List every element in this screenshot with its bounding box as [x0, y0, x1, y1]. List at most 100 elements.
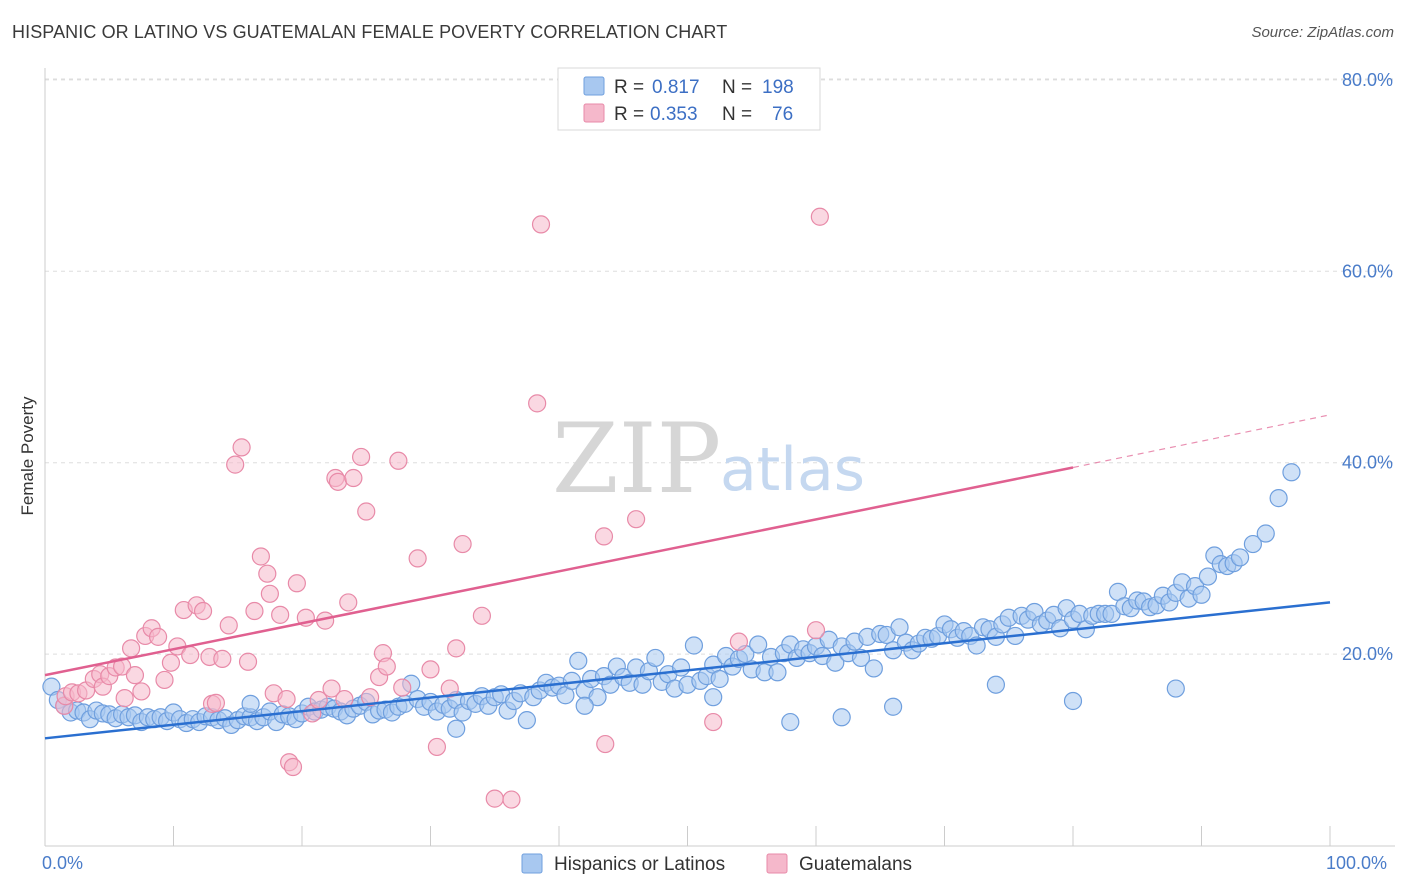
guatemalans-point: [596, 734, 615, 754]
series-legend-label-hispanics: Hispanics or Latinos: [554, 854, 725, 875]
hispanics-point: [575, 696, 594, 715]
guatemalans-point: [344, 468, 363, 488]
guatemalans-point: [626, 510, 646, 529]
guatemalans-point: [427, 737, 447, 757]
hispanics-point: [447, 719, 466, 738]
guatemalans-point: [472, 606, 491, 625]
guatemalans-point: [440, 679, 459, 698]
watermark-atlas: atlas: [720, 435, 865, 505]
hispanics-point: [704, 688, 723, 707]
series-legend-swatch-guatemalans: [766, 853, 788, 874]
hispanics-point: [1166, 679, 1185, 698]
series-legend: Hispanics or Latinos Guatemalans: [521, 853, 912, 875]
correlation-legend: R = 0.817 N = 198 R = 0.353 N = 76: [557, 67, 821, 131]
guatemalans-point: [421, 660, 440, 679]
hispanics-point: [241, 694, 260, 713]
chart-title: HISPANIC OR LATINO VS GUATEMALAN FEMALE …: [12, 22, 728, 42]
guatemalans-point: [132, 682, 151, 701]
guatemalans-point: [287, 574, 306, 593]
legend-r-label-1: R =: [614, 77, 644, 98]
source-label: Source: ZipAtlas.com: [1251, 24, 1394, 41]
guatemalans-trend-extension: [1072, 414, 1331, 469]
y-tick-label-60: 60.0%: [1342, 261, 1393, 281]
guatemalans-point: [260, 584, 279, 603]
series-legend-swatch-hispanics: [521, 853, 543, 874]
guatemalans-point: [328, 472, 348, 491]
guatemalans-point: [206, 693, 226, 713]
hispanics-point: [1243, 534, 1263, 554]
legend-swatch-pink: [583, 103, 605, 123]
hispanics-point: [890, 618, 909, 637]
guatemalans-point: [161, 653, 181, 672]
guatemalans-point: [594, 527, 614, 546]
x-tick-label-0: 0.0%: [42, 853, 83, 873]
hispanics-point: [986, 675, 1006, 694]
hispanics-point: [1256, 524, 1275, 543]
legend-r-value-2: 0.353: [650, 104, 698, 125]
hispanics-point: [768, 663, 787, 682]
hispanics-point: [569, 651, 588, 670]
hispanics-trend-line: [44, 601, 1331, 740]
legend-n-value-2: 76: [772, 104, 793, 125]
hispanics-point: [671, 658, 691, 677]
guatemalans-point: [361, 688, 380, 707]
y-tick-label-80: 80.0%: [1342, 70, 1393, 90]
hispanics-point: [588, 688, 607, 707]
hispanics-point: [832, 708, 851, 727]
hispanics-point: [781, 712, 800, 732]
guatemalans-point: [112, 657, 132, 676]
guatemalans-point: [704, 712, 723, 732]
guatemalans-point: [245, 601, 264, 621]
y-tick-label-40: 40.0%: [1342, 453, 1393, 473]
legend-r-label-2: R =: [614, 104, 644, 125]
y-axis-label: Female Poverty: [18, 396, 37, 516]
guatemalans-point: [271, 605, 290, 624]
hispanics-point: [1063, 691, 1083, 711]
hispanics-point: [749, 635, 768, 654]
x-tick-label-100: 100.0%: [1326, 853, 1387, 873]
guatemalans-trend-line: [44, 466, 1074, 677]
guatemalans-point: [806, 621, 826, 640]
guatemalans-point: [226, 455, 245, 474]
hispanics-point: [684, 636, 704, 655]
guatemalans-point: [322, 679, 341, 698]
guatemalans-point: [232, 438, 251, 457]
legend-n-label-2: N =: [722, 104, 752, 125]
guatemalans-point: [377, 657, 396, 676]
guatemalans-point: [181, 645, 200, 665]
trend-lines: [44, 414, 1331, 740]
guatemalans-point: [502, 790, 521, 809]
guatemalans-point: [277, 689, 296, 709]
guatemalans-point: [408, 549, 427, 568]
guatemalans-point: [238, 652, 258, 671]
hispanics-point: [646, 648, 665, 668]
guatemalans-point: [528, 394, 547, 413]
hispanics-point: [710, 669, 729, 689]
series-legend-label-guatemalans: Guatemalans: [799, 854, 912, 875]
hispanics-point: [1269, 489, 1288, 508]
hispanics-point: [883, 697, 903, 716]
guatemalans-point: [155, 670, 174, 690]
series-guatemalans-points: [55, 207, 829, 809]
hispanics-point: [1230, 548, 1250, 567]
guatemalans-point: [453, 534, 472, 554]
guatemalans-point: [339, 593, 358, 612]
guatemalans-point: [115, 689, 134, 708]
guatemalans-point: [357, 502, 376, 521]
guatemalans-point: [125, 666, 145, 685]
guatemalans-point: [193, 601, 213, 621]
guatemalans-point: [729, 632, 749, 651]
hispanics-point: [864, 659, 883, 678]
hispanics-point: [1192, 585, 1211, 604]
hispanics-point: [1282, 463, 1301, 482]
legend-swatch-blue: [583, 76, 605, 96]
y-tick-label-20: 20.0%: [1342, 644, 1393, 664]
guatemalans-point: [148, 627, 168, 646]
guatemalans-point: [485, 789, 504, 808]
axes: [44, 68, 1395, 847]
guatemalans-point: [352, 447, 371, 467]
guatemalans-point: [447, 639, 466, 658]
legend-r-value-1: 0.817: [652, 77, 700, 98]
guatemalans-point: [121, 639, 141, 658]
